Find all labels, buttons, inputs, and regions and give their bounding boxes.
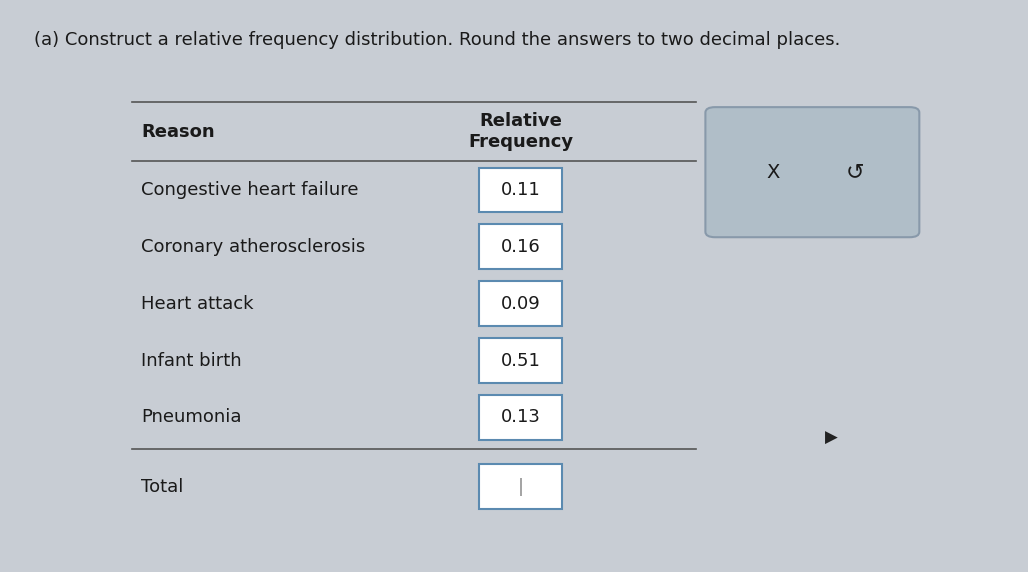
Text: ↺: ↺: [846, 162, 865, 182]
FancyBboxPatch shape: [479, 464, 562, 509]
Text: Relative
Frequency: Relative Frequency: [468, 112, 574, 151]
Text: (a) Construct a relative frequency distribution. Round the answers to two decima: (a) Construct a relative frequency distr…: [35, 31, 841, 49]
Text: Reason: Reason: [142, 122, 215, 141]
Text: Coronary atherosclerosis: Coronary atherosclerosis: [142, 238, 366, 256]
FancyBboxPatch shape: [479, 338, 562, 383]
Text: Infant birth: Infant birth: [142, 352, 242, 370]
Text: ▶: ▶: [825, 429, 838, 447]
FancyBboxPatch shape: [479, 281, 562, 326]
Text: 0.13: 0.13: [501, 408, 541, 427]
Text: X: X: [767, 162, 780, 182]
Text: Total: Total: [142, 478, 184, 495]
Text: Pneumonia: Pneumonia: [142, 408, 242, 427]
Text: 0.16: 0.16: [501, 238, 541, 256]
Text: Heart attack: Heart attack: [142, 295, 254, 313]
FancyBboxPatch shape: [479, 224, 562, 269]
Text: 0.11: 0.11: [501, 181, 541, 199]
FancyBboxPatch shape: [479, 395, 562, 440]
Text: Congestive heart failure: Congestive heart failure: [142, 181, 359, 199]
FancyBboxPatch shape: [479, 168, 562, 212]
Text: 0.09: 0.09: [501, 295, 541, 313]
Text: |: |: [518, 478, 523, 495]
Text: 0.51: 0.51: [501, 352, 541, 370]
FancyBboxPatch shape: [705, 107, 919, 237]
